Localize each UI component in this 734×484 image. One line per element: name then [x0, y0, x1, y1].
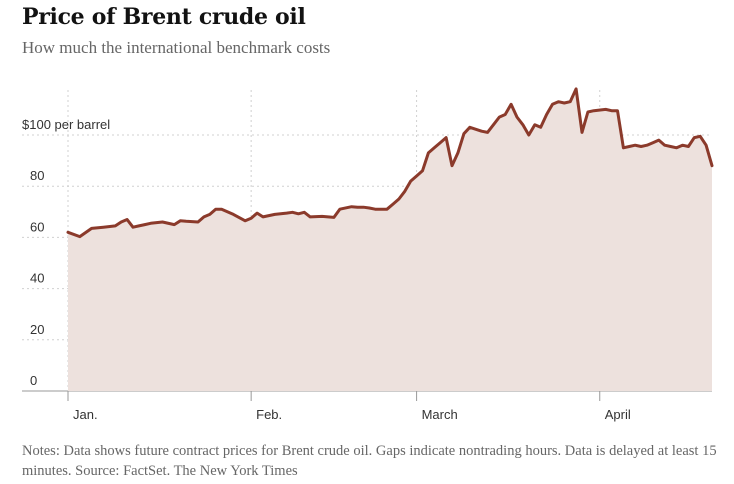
chart-title: Price of Brent crude oil: [22, 4, 306, 30]
chart-subtitle: How much the international benchmark cos…: [22, 38, 331, 57]
y-tick-label: 80: [30, 168, 44, 183]
x-tick-label: Jan.: [73, 407, 98, 422]
chart-notes: Notes: Data shows future contract prices…: [22, 443, 717, 479]
x-tick-label: Feb.: [256, 407, 282, 422]
label-layer: 0 20 40 60 80 $100 per barrel Jan. Feb. March Apr…: [22, 117, 631, 422]
area-layer: [66, 87, 714, 392]
y-tick-label: $100 per barrel: [22, 117, 110, 132]
y-tick-label: 20: [30, 322, 44, 337]
price-area-fill: [68, 88, 712, 392]
price-line: [66, 87, 714, 239]
y-tick-label: 40: [30, 271, 44, 286]
y-tick-label: 0: [30, 373, 37, 388]
x-tick-label: April: [605, 407, 631, 422]
y-tick-label: 60: [30, 219, 44, 234]
x-tick-label: March: [422, 407, 458, 422]
